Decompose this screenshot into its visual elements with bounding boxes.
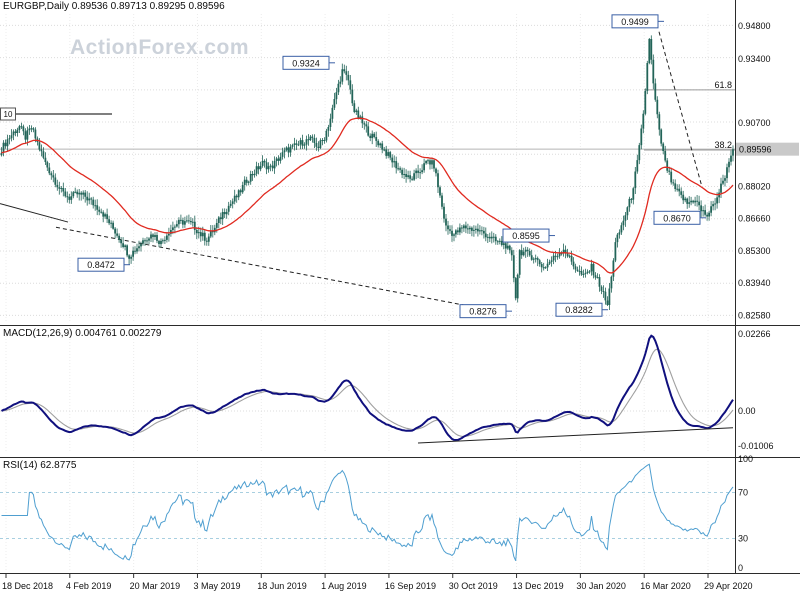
trendline — [658, 31, 703, 188]
price-label-box — [282, 55, 330, 70]
macd-line — [0, 334, 734, 442]
price-label: 0.8670 — [663, 213, 691, 223]
price-axis-label: 0.94800 — [738, 21, 771, 31]
price-label: 0.8282 — [565, 305, 593, 315]
macd-title: MACD(12,26,9) 0.004761 0.002279 — [3, 328, 162, 339]
rsi-title: RSI(14) 62.8775 — [3, 460, 77, 471]
price-label-box — [459, 304, 507, 319]
resistance-label: 10 — [4, 110, 13, 119]
rsi-line — [1, 463, 734, 562]
price-panel[interactable] — [0, 31, 735, 310]
price-label: 0.8276 — [469, 307, 497, 317]
date-axis-label: 4 Feb 2019 — [66, 581, 112, 591]
price-label: 0.9499 — [621, 17, 649, 27]
price-axis-label: 0.86660 — [738, 214, 771, 224]
price-axis-label: 0.88020 — [738, 182, 771, 192]
date-axis-label: 29 Apr 2020 — [704, 581, 753, 591]
rsi-axis-label: 70 — [738, 488, 748, 498]
price-label: 0.8595 — [512, 231, 540, 241]
date-axis-label: 3 May 2019 — [193, 581, 240, 591]
rsi-axis-label: 30 — [738, 534, 748, 544]
date-axis-label: 30 Jan 2020 — [576, 581, 626, 591]
trendline — [55, 226, 477, 308]
price-label-box — [555, 302, 603, 317]
price-axis-label: 0.90700 — [738, 118, 771, 128]
price-axis-label: 0.82580 — [738, 310, 771, 320]
rsi-axis-label: 100 — [738, 454, 753, 464]
symbol-ohlc-title: EURGBP,Daily 0.89536 0.89713 0.89295 0.8… — [3, 1, 225, 12]
price-label-box — [653, 210, 701, 225]
date-axis-label: 18 Jun 2019 — [257, 581, 307, 591]
fib-level-label: 61.8 — [714, 80, 732, 90]
current-price-badge-label: 0.89596 — [739, 145, 772, 155]
price-label: 0.9324 — [292, 58, 320, 68]
date-axis-label: 20 Mar 2019 — [130, 581, 181, 591]
date-axis-label: 1 Aug 2019 — [321, 581, 367, 591]
price-label-box — [502, 228, 550, 243]
date-axis-label: 13 Dec 2019 — [513, 581, 564, 591]
watermark: ActionForex.com — [70, 36, 250, 59]
date-axis-label: 30 Oct 2019 — [449, 581, 498, 591]
macd-signal-line — [1, 348, 734, 437]
price-axis-label: 0.93400 — [738, 54, 771, 64]
resistance-label-box — [0, 107, 16, 121]
current-price-badge — [736, 142, 799, 156]
price-label-box — [77, 257, 125, 272]
macd-trendline — [417, 427, 734, 444]
fib-level-label: 38.2 — [714, 140, 732, 150]
macd-axis-label: 0.00 — [738, 406, 756, 416]
trendline — [0, 203, 69, 223]
date-axis-label: 16 Mar 2020 — [640, 581, 691, 591]
price-axis-label: 0.83940 — [738, 278, 771, 288]
price-axis-label: 0.85300 — [738, 246, 771, 256]
macd-axis-label: -0.01006 — [738, 441, 774, 451]
date-axis-label: 18 Dec 2018 — [2, 581, 53, 591]
macd-axis-label: 0.02266 — [738, 329, 771, 339]
date-axis-label: 16 Sep 2019 — [385, 581, 436, 591]
macd-panel[interactable] — [0, 334, 734, 444]
moving-average-line — [1, 117, 734, 274]
price-label: 0.8472 — [87, 260, 115, 270]
rsi-axis-label: 0 — [738, 563, 743, 573]
rsi-panel[interactable] — [1, 463, 734, 562]
price-label-box — [611, 14, 659, 29]
